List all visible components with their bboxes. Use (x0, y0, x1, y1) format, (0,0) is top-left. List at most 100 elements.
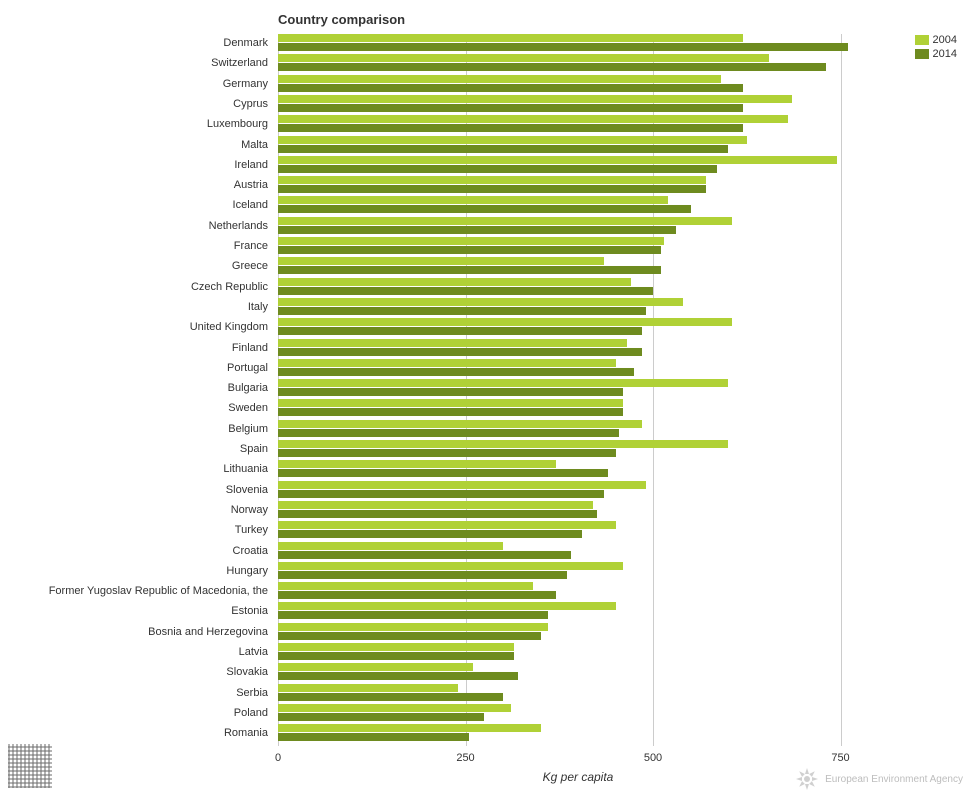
x-tick: 750 (831, 752, 849, 764)
y-label: Slovakia (0, 666, 268, 678)
bar-2004 (278, 481, 646, 489)
y-label: Luxembourg (0, 118, 268, 130)
legend-label-2014: 2014 (933, 48, 957, 60)
bar-2014 (278, 205, 691, 213)
legend-item-2014: 2014 (915, 48, 957, 60)
y-label: Germany (0, 78, 268, 90)
y-label: Slovenia (0, 484, 268, 496)
bar-2004 (278, 602, 616, 610)
bar-2014 (278, 348, 642, 356)
bar-2004 (278, 136, 747, 144)
bar-2004 (278, 460, 556, 468)
x-axis-label: Kg per capita (543, 770, 614, 784)
bar-2004 (278, 562, 623, 570)
y-label: Romania (0, 727, 268, 739)
y-label: France (0, 240, 268, 252)
y-label: United Kingdom (0, 321, 268, 333)
bar-2014 (278, 611, 548, 619)
y-label: Czech Republic (0, 281, 268, 293)
bar-2004 (278, 237, 664, 245)
bar-2004 (278, 704, 511, 712)
bar-2004 (278, 217, 732, 225)
x-tick: 0 (275, 752, 281, 764)
agency-name: European Environment Agency (825, 774, 963, 785)
y-label: Portugal (0, 362, 268, 374)
y-label: Lithuania (0, 463, 268, 475)
bar-2014 (278, 307, 646, 315)
bar-2004 (278, 582, 533, 590)
bar-2004 (278, 359, 616, 367)
y-label: Estonia (0, 605, 268, 617)
y-label: Norway (0, 504, 268, 516)
bar-2004 (278, 643, 514, 651)
bar-2004 (278, 54, 769, 62)
y-label: Malta (0, 139, 268, 151)
bar-2004 (278, 34, 743, 42)
bar-2004 (278, 115, 788, 123)
bar-2004 (278, 196, 668, 204)
bar-2004 (278, 663, 473, 671)
agency-footer: European Environment Agency (794, 766, 963, 792)
bar-2014 (278, 733, 469, 741)
bar-2004 (278, 379, 728, 387)
y-label: Netherlands (0, 220, 268, 232)
y-label: Italy (0, 301, 268, 313)
gridline (841, 34, 842, 746)
legend-swatch-2014 (915, 49, 929, 59)
chart-title: Country comparison (278, 12, 405, 27)
bar-2014 (278, 246, 661, 254)
y-label: Turkey (0, 524, 268, 536)
bar-2014 (278, 551, 571, 559)
bar-2004 (278, 521, 616, 529)
bar-2004 (278, 95, 792, 103)
bar-2014 (278, 510, 597, 518)
bar-2004 (278, 542, 503, 550)
legend: 2004 2014 (915, 34, 957, 62)
bar-2014 (278, 632, 541, 640)
bar-2014 (278, 652, 514, 660)
bar-2004 (278, 318, 732, 326)
qr-code-icon (8, 744, 52, 788)
bar-2014 (278, 266, 661, 274)
bar-2014 (278, 693, 503, 701)
y-label: Poland (0, 707, 268, 719)
bar-2014 (278, 449, 616, 457)
y-label: Finland (0, 342, 268, 354)
bar-2004 (278, 623, 548, 631)
bar-2014 (278, 327, 642, 335)
y-label: Bulgaria (0, 382, 268, 394)
bar-2014 (278, 165, 717, 173)
eea-logo-icon (794, 766, 820, 792)
bar-2004 (278, 298, 683, 306)
bar-2014 (278, 490, 604, 498)
bar-2014 (278, 145, 728, 153)
y-label: Cyprus (0, 98, 268, 110)
bar-2004 (278, 724, 541, 732)
chart-container: Country comparison 2004 2014 0250500750D… (0, 0, 975, 800)
bar-2014 (278, 84, 743, 92)
bar-2004 (278, 176, 706, 184)
bar-2014 (278, 571, 567, 579)
y-label: Former Yugoslav Republic of Macedonia, t… (0, 585, 268, 597)
bar-2014 (278, 63, 826, 71)
bar-2004 (278, 156, 837, 164)
y-label: Serbia (0, 687, 268, 699)
bar-2014 (278, 408, 623, 416)
bar-2014 (278, 226, 676, 234)
bar-2014 (278, 43, 848, 51)
x-tick: 250 (456, 752, 474, 764)
bar-2014 (278, 185, 706, 193)
bar-2004 (278, 684, 458, 692)
y-label: Greece (0, 260, 268, 272)
bar-2004 (278, 257, 604, 265)
bar-2004 (278, 501, 593, 509)
bar-2014 (278, 469, 608, 477)
bar-2014 (278, 713, 484, 721)
bar-2014 (278, 368, 634, 376)
y-label: Denmark (0, 37, 268, 49)
y-label: Belgium (0, 423, 268, 435)
legend-swatch-2004 (915, 35, 929, 45)
y-label: Austria (0, 179, 268, 191)
y-label: Switzerland (0, 57, 268, 69)
bar-2014 (278, 530, 582, 538)
